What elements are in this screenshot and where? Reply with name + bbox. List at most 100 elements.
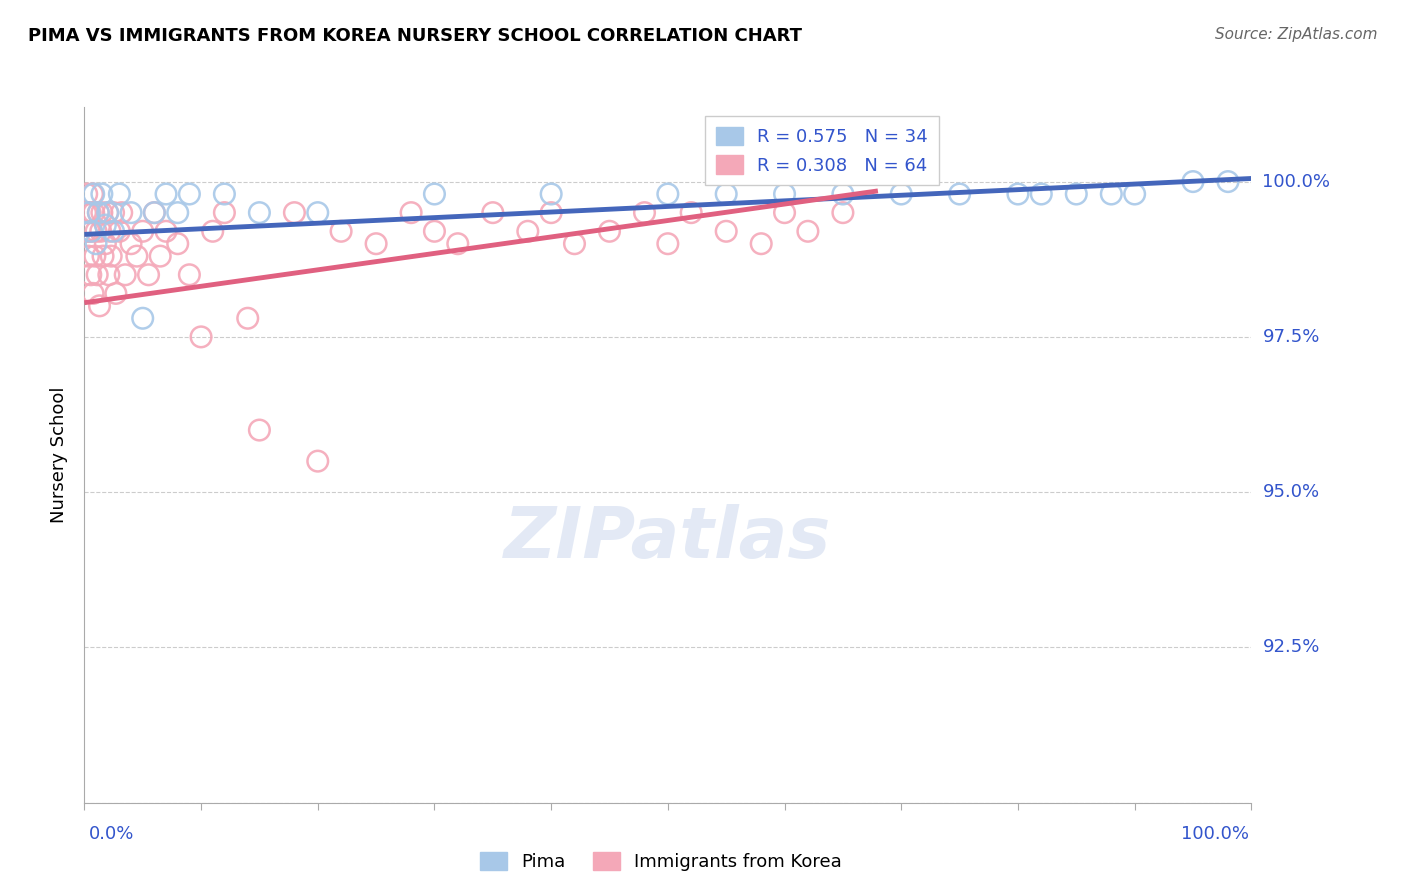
Point	[82, 286, 104, 301]
Point	[681, 205, 703, 219]
Point	[599, 224, 621, 238]
Point	[138, 268, 160, 282]
Text: 95.0%: 95.0%	[1263, 483, 1320, 501]
Text: PIMA VS IMMIGRANTS FROM KOREA NURSERY SCHOOL CORRELATION CHART: PIMA VS IMMIGRANTS FROM KOREA NURSERY SC…	[28, 27, 801, 45]
Point	[76, 205, 98, 219]
Point	[98, 224, 121, 238]
Point	[91, 249, 114, 263]
Point	[166, 236, 188, 251]
Point	[890, 187, 912, 202]
Point	[125, 249, 148, 263]
Text: 97.5%: 97.5%	[1263, 328, 1320, 346]
Point	[481, 205, 505, 219]
Point	[749, 236, 772, 251]
Point	[716, 187, 738, 202]
Point	[1181, 175, 1204, 189]
Point	[87, 205, 110, 219]
Point	[236, 311, 259, 326]
Point	[132, 224, 155, 238]
Point	[1123, 187, 1146, 202]
Point	[97, 205, 120, 219]
Point	[132, 311, 155, 326]
Point	[247, 423, 270, 437]
Point	[1007, 187, 1029, 202]
Text: 92.5%: 92.5%	[1263, 639, 1320, 657]
Point	[247, 205, 270, 219]
Point	[84, 236, 107, 251]
Point	[657, 236, 679, 251]
Point	[97, 205, 120, 219]
Point	[540, 205, 562, 219]
Point	[104, 286, 127, 301]
Point	[423, 224, 446, 238]
Point	[77, 249, 100, 263]
Point	[330, 224, 353, 238]
Point	[83, 205, 105, 219]
Point	[120, 236, 142, 251]
Point	[77, 205, 100, 219]
Legend: Pima, Immigrants from Korea: Pima, Immigrants from Korea	[472, 845, 849, 879]
Point	[214, 187, 236, 202]
Point	[82, 187, 104, 202]
Point	[108, 224, 131, 238]
Point	[447, 236, 470, 251]
Point	[307, 454, 329, 468]
Point	[79, 205, 101, 219]
Point	[201, 224, 224, 238]
Point	[84, 224, 107, 238]
Point	[540, 187, 562, 202]
Point	[366, 236, 388, 251]
Point	[108, 187, 131, 202]
Point	[97, 268, 120, 282]
Text: 0.0%: 0.0%	[89, 825, 134, 843]
Point	[76, 187, 98, 202]
Point	[797, 224, 820, 238]
Text: 100.0%: 100.0%	[1181, 825, 1249, 843]
Point	[120, 205, 142, 219]
Point	[1031, 187, 1053, 202]
Point	[143, 205, 166, 219]
Y-axis label: Nursery School: Nursery School	[51, 386, 69, 524]
Point	[155, 187, 177, 202]
Point	[149, 249, 172, 263]
Point	[564, 236, 586, 251]
Point	[283, 205, 305, 219]
Point	[75, 224, 97, 238]
Point	[155, 224, 177, 238]
Point	[94, 236, 117, 251]
Point	[111, 205, 134, 219]
Legend: R = 0.575   N = 34, R = 0.308   N = 64: R = 0.575 N = 34, R = 0.308 N = 64	[704, 116, 939, 186]
Point	[773, 205, 796, 219]
Point	[87, 205, 110, 219]
Point	[423, 187, 446, 202]
Point	[90, 205, 112, 219]
Point	[75, 205, 97, 219]
Point	[80, 224, 103, 238]
Point	[83, 187, 105, 202]
Point	[179, 187, 201, 202]
Point	[83, 249, 105, 263]
Point	[716, 224, 738, 238]
Point	[77, 224, 100, 238]
Point	[86, 268, 108, 282]
Point	[657, 187, 679, 202]
Point	[949, 187, 972, 202]
Point	[143, 205, 166, 219]
Point	[633, 205, 655, 219]
Point	[179, 268, 201, 282]
Point	[90, 224, 112, 238]
Point	[80, 224, 103, 238]
Point	[214, 205, 236, 219]
Text: Source: ZipAtlas.com: Source: ZipAtlas.com	[1215, 27, 1378, 42]
Point	[94, 218, 117, 232]
Text: ZIPatlas: ZIPatlas	[505, 504, 831, 573]
Point	[100, 249, 122, 263]
Point	[114, 268, 136, 282]
Text: 100.0%: 100.0%	[1263, 172, 1330, 191]
Point	[773, 187, 796, 202]
Point	[190, 330, 212, 344]
Point	[80, 268, 103, 282]
Point	[307, 205, 329, 219]
Point	[90, 187, 112, 202]
Point	[832, 187, 855, 202]
